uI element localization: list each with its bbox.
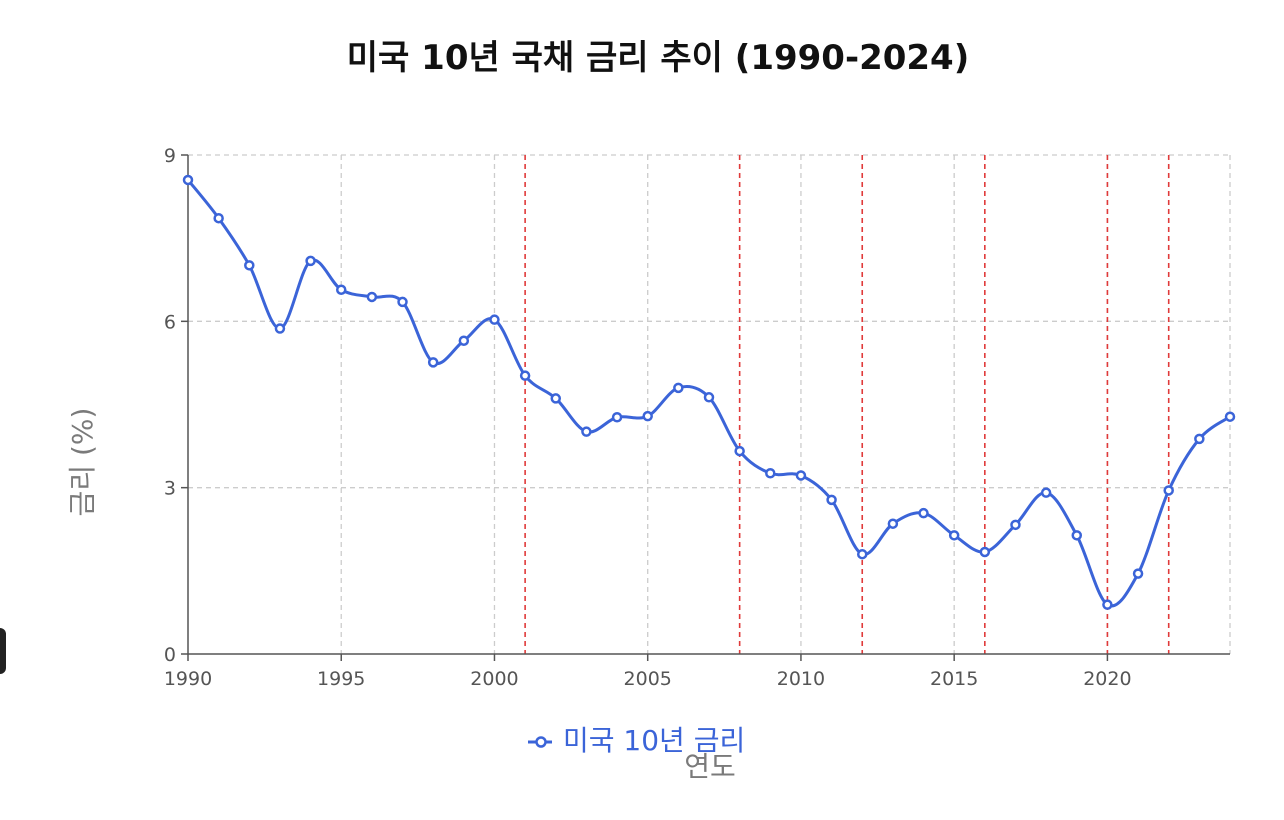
data-point[interactable] <box>1163 485 1174 496</box>
data-point[interactable] <box>213 212 224 224</box>
data-point[interactable] <box>1132 568 1144 579</box>
data-point[interactable] <box>887 518 899 529</box>
data-point[interactable] <box>673 382 684 394</box>
data-point[interactable] <box>703 392 715 403</box>
data-point[interactable] <box>366 291 378 303</box>
x-tick-label: 2015 <box>930 668 978 690</box>
data-point[interactable] <box>335 284 347 295</box>
data-point[interactable] <box>1102 599 1113 610</box>
x-tick-label: 2005 <box>624 668 672 690</box>
x-axis-title: 연도 <box>684 750 736 783</box>
data-point[interactable] <box>642 410 653 422</box>
x-tick-label: 1995 <box>317 668 365 690</box>
x-tick-label: 2010 <box>777 668 825 690</box>
data-point[interactable] <box>244 260 255 271</box>
data-point[interactable] <box>795 470 807 481</box>
y-tick-label: 3 <box>164 478 176 500</box>
legend[interactable]: 미국 10년 금리 <box>528 724 745 757</box>
x-tick-label: 1990 <box>164 668 212 690</box>
data-point[interactable] <box>182 174 194 186</box>
data-point[interactable] <box>489 314 500 325</box>
data-point[interactable] <box>856 548 868 560</box>
annotation-lines <box>524 155 1170 654</box>
data-point[interactable] <box>427 357 439 368</box>
data-point[interactable] <box>948 530 960 541</box>
data-point[interactable] <box>1010 519 1021 531</box>
data-point[interactable] <box>1040 487 1052 498</box>
data-point[interactable] <box>581 426 592 437</box>
legend-marker-icon <box>535 736 547 748</box>
tick-labels: 0 3 6 9 1990 1995 2000 2005 2010 2015 2020 <box>164 145 1132 690</box>
grid <box>188 154 1231 654</box>
series <box>182 174 1236 610</box>
scroll-handle[interactable] <box>0 628 6 674</box>
data-point[interactable] <box>550 393 562 404</box>
chart-title: 미국 10년 국채 금리 추이 (1990-2024) <box>346 38 970 78</box>
data-point[interactable] <box>519 370 531 381</box>
data-point[interactable] <box>458 335 470 346</box>
data-point[interactable] <box>1071 530 1083 541</box>
y-tick-label: 0 <box>164 644 176 666</box>
x-tick-label: 2020 <box>1083 668 1131 690</box>
y-tick-label: 9 <box>164 145 176 167</box>
data-point[interactable] <box>1194 433 1205 445</box>
data-point[interactable] <box>734 445 745 457</box>
x-tick-label: 2000 <box>470 668 518 690</box>
y-tick-label: 6 <box>164 311 176 333</box>
legend-label: 미국 10년 금리 <box>563 724 745 757</box>
data-point[interactable] <box>1224 411 1236 422</box>
data-point[interactable] <box>765 468 776 479</box>
data-point[interactable] <box>305 255 316 267</box>
data-point[interactable] <box>979 546 991 558</box>
data-point[interactable] <box>826 494 837 506</box>
data-point[interactable] <box>611 412 623 423</box>
data-point[interactable] <box>274 323 286 334</box>
axes <box>181 154 1230 661</box>
data-point[interactable] <box>918 507 929 519</box>
data-point[interactable] <box>397 296 408 308</box>
y-axis-title: 금리 (%) <box>66 408 99 517</box>
